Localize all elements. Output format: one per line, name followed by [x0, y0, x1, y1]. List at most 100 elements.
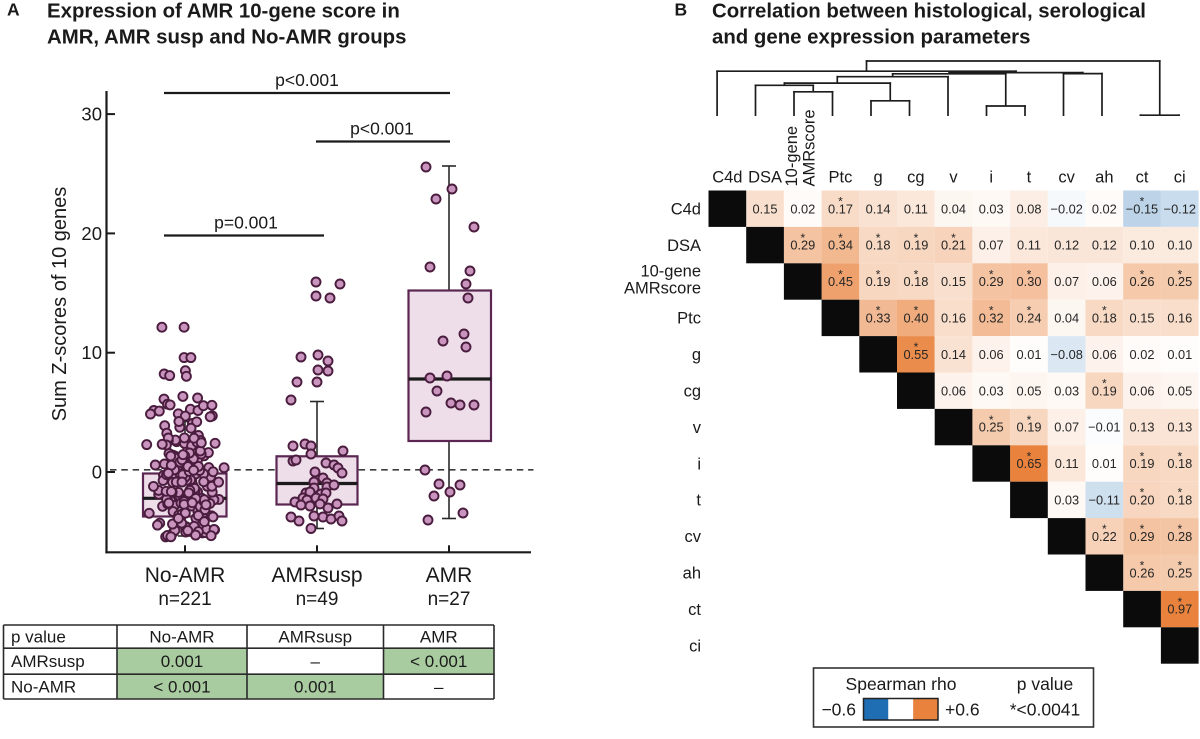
svg-text:No-AMR: No-AMR [149, 628, 214, 647]
svg-text:ct: ct [1136, 169, 1149, 187]
svg-text:*: * [1102, 377, 1107, 391]
svg-text:0.19: 0.19 [1017, 420, 1042, 435]
svg-text:0.06: 0.06 [979, 347, 1004, 362]
svg-text:*: * [1177, 559, 1182, 573]
svg-text:*: * [914, 267, 919, 281]
svg-text:*: * [1177, 522, 1182, 536]
svg-text:*: * [1027, 449, 1032, 463]
svg-text:0.02: 0.02 [1130, 347, 1155, 362]
svg-text:DSA: DSA [748, 169, 782, 187]
svg-text:0.05: 0.05 [1167, 383, 1192, 398]
svg-text:0.01: 0.01 [1167, 347, 1192, 362]
svg-text:0.07: 0.07 [1054, 274, 1079, 289]
svg-text:0.25: 0.25 [979, 420, 1004, 435]
svg-text:ci: ci [1174, 169, 1186, 187]
svg-text:*: * [1140, 449, 1145, 463]
svg-text:*: * [800, 231, 805, 245]
svg-text:*: * [838, 267, 843, 281]
svg-text:0.04: 0.04 [1054, 311, 1079, 326]
svg-text:0.001: 0.001 [161, 652, 204, 671]
svg-text:*: * [1177, 595, 1182, 609]
svg-text:Correlation between histologic: Correlation between histological, serolo… [712, 1, 1146, 23]
svg-text:0.18: 0.18 [866, 238, 891, 253]
svg-text:0.16: 0.16 [941, 311, 966, 326]
svg-text:n=221: n=221 [158, 589, 211, 610]
svg-text:0.19: 0.19 [1130, 456, 1155, 471]
svg-text:0.29: 0.29 [979, 274, 1004, 289]
svg-text:*: * [1027, 413, 1032, 427]
svg-text:0.21: 0.21 [941, 238, 966, 253]
svg-text:ah: ah [683, 565, 701, 583]
svg-text:*: * [1140, 559, 1145, 573]
svg-text:0.13: 0.13 [1130, 420, 1155, 435]
svg-text:Spearman rho: Spearman rho [846, 674, 957, 694]
svg-text:0: 0 [92, 462, 102, 483]
svg-text:AMRscore: AMRscore [801, 109, 819, 186]
svg-text:0.11: 0.11 [904, 201, 928, 216]
svg-text:*: * [838, 195, 843, 209]
svg-text:*: * [1140, 195, 1145, 209]
svg-text:−0.02: −0.02 [1051, 201, 1083, 216]
svg-text:AMRscore: AMRscore [624, 280, 701, 298]
svg-text:0.33: 0.33 [866, 311, 891, 326]
svg-text:0.10: 0.10 [1167, 238, 1192, 253]
svg-text:0.14: 0.14 [941, 347, 966, 362]
svg-text:AMR, AMR susp and No-AMR group: AMR, AMR susp and No-AMR groups [47, 27, 406, 49]
svg-text:*: * [989, 413, 994, 427]
svg-text:0.06: 0.06 [1092, 347, 1117, 362]
svg-text:p<0.001: p<0.001 [275, 70, 339, 90]
svg-text:0.25: 0.25 [1167, 565, 1192, 580]
svg-text:0.20: 0.20 [1130, 493, 1155, 508]
svg-text:AMRsusp: AMRsusp [11, 652, 85, 671]
svg-text:*: * [1177, 486, 1182, 500]
svg-text:v: v [693, 419, 702, 437]
svg-text:t: t [1027, 169, 1032, 187]
svg-text:0.08: 0.08 [1017, 201, 1042, 216]
svg-text:*: * [838, 231, 843, 245]
svg-text:0.15: 0.15 [941, 274, 966, 289]
svg-text:0.13: 0.13 [1167, 420, 1192, 435]
svg-text:n=49: n=49 [296, 589, 339, 610]
svg-text:–: – [434, 678, 444, 697]
svg-text:0.18: 0.18 [1167, 456, 1192, 471]
svg-text:ci: ci [689, 637, 701, 655]
svg-text:*: * [1177, 267, 1182, 281]
svg-text:+0.6: +0.6 [945, 700, 980, 720]
svg-text:–: – [311, 652, 321, 671]
svg-text:*: * [1102, 304, 1107, 318]
svg-text:0.30: 0.30 [1017, 274, 1042, 289]
svg-text:0.03: 0.03 [979, 383, 1004, 398]
svg-text:0.19: 0.19 [903, 238, 928, 253]
svg-text:0.28: 0.28 [1167, 529, 1192, 544]
svg-text:C4d: C4d [671, 201, 701, 219]
svg-text:ct: ct [688, 601, 701, 619]
svg-text:0.14: 0.14 [866, 201, 891, 216]
svg-text:−0.15: −0.15 [1126, 201, 1158, 216]
svg-text:cv: cv [685, 528, 702, 546]
svg-text:30: 30 [81, 104, 102, 125]
svg-text:*: * [1140, 522, 1145, 536]
svg-text:0.01: 0.01 [1017, 347, 1042, 362]
svg-text:0.12: 0.12 [1092, 238, 1117, 253]
svg-text:0.03: 0.03 [1054, 493, 1079, 508]
svg-text:< 0.001: < 0.001 [410, 652, 467, 671]
svg-text:AMRsusp: AMRsusp [278, 628, 352, 647]
svg-text:AMRsusp: AMRsusp [271, 564, 362, 587]
svg-text:< 0.001: < 0.001 [153, 678, 210, 697]
svg-text:cg: cg [684, 383, 701, 401]
svg-text:cg: cg [907, 169, 924, 187]
svg-text:0.26: 0.26 [1130, 274, 1155, 289]
svg-text:n=27: n=27 [428, 589, 471, 610]
svg-text:0.19: 0.19 [1092, 383, 1117, 398]
svg-text:0.10: 0.10 [1130, 238, 1155, 253]
svg-text:0.18: 0.18 [1167, 493, 1192, 508]
svg-text:and gene expression parameters: and gene expression parameters [712, 27, 1030, 49]
svg-text:0.24: 0.24 [1017, 311, 1042, 326]
svg-text:*: * [1027, 304, 1032, 318]
svg-text:*: * [1140, 486, 1145, 500]
svg-text:−0.11: −0.11 [1089, 493, 1120, 508]
svg-text:*: * [876, 267, 881, 281]
svg-text:0.15: 0.15 [1130, 311, 1155, 326]
svg-text:0.29: 0.29 [1130, 529, 1155, 544]
svg-text:Ptc: Ptc [677, 310, 701, 328]
